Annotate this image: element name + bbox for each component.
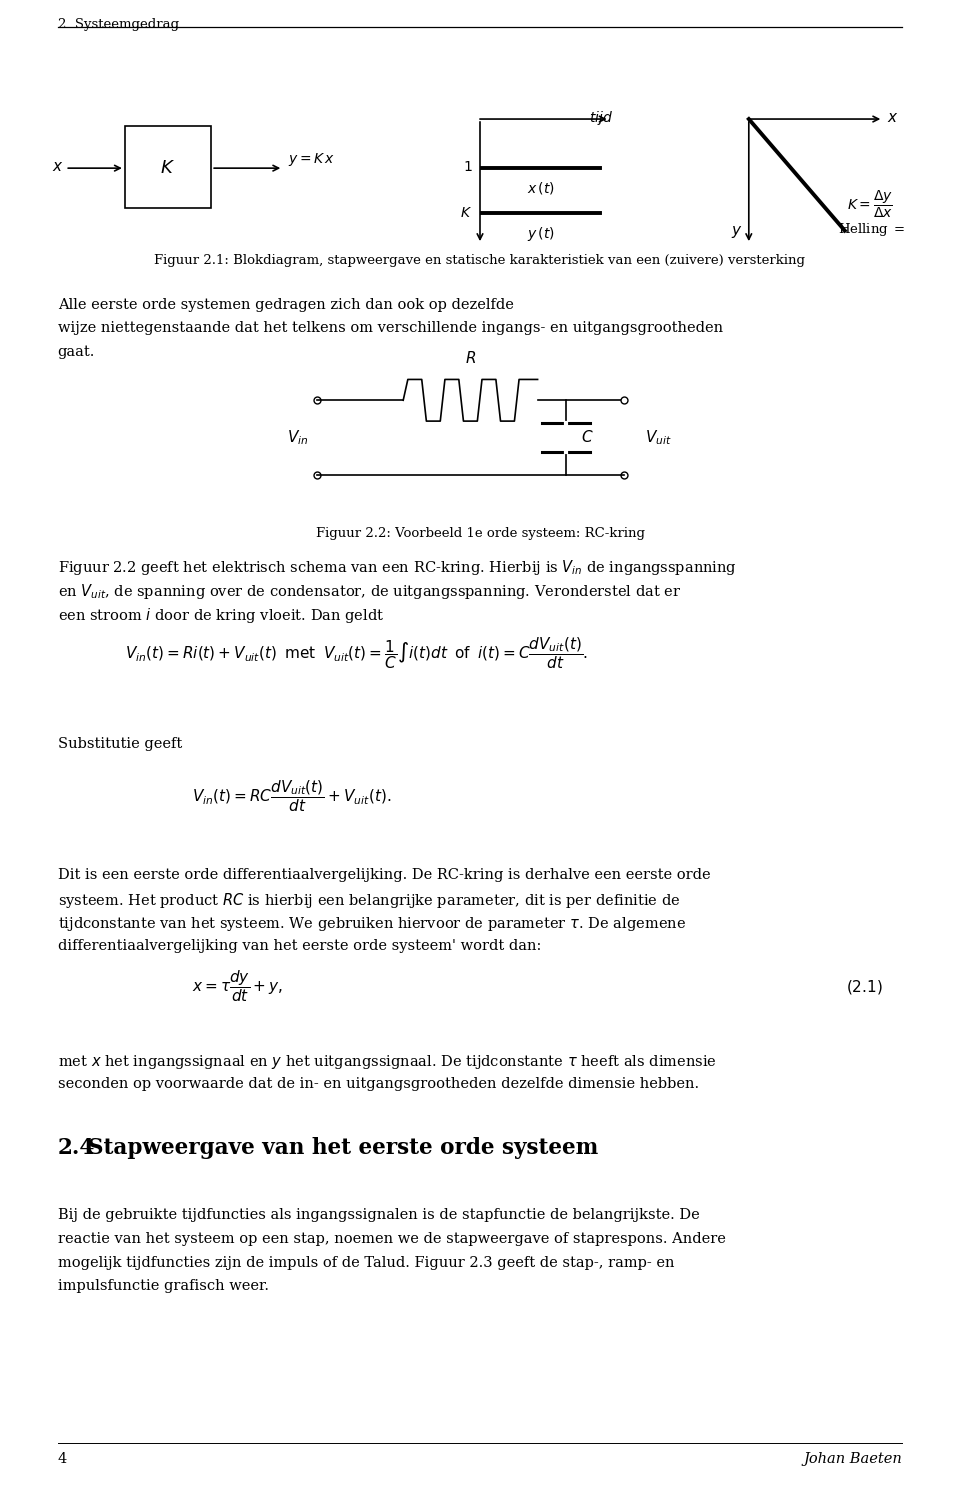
Text: $tijd$: $tijd$ [588,109,613,126]
Text: $y\,(t)$: $y\,(t)$ [526,225,555,243]
Text: tijdconstante van het systeem. We gebruiken hiervoor de parameter $\tau$. De alg: tijdconstante van het systeem. We gebrui… [58,915,685,933]
Text: Figuur 2.2: Voorbeeld 1e orde systeem: RC-kring: Figuur 2.2: Voorbeeld 1e orde systeem: R… [316,527,644,540]
Text: $C$: $C$ [581,430,593,445]
Text: Alle eerste orde systemen gedragen zich dan ook op dezelfde: Alle eerste orde systemen gedragen zich … [58,298,514,311]
Text: $V_{in}(t) = Ri(t) + V_{uit}(t)$$\;\;\text{met}\;\; V_{uit}(t) = \dfrac{1}{C}\in: $V_{in}(t) = Ri(t) + V_{uit}(t)$$\;\;\te… [125,635,588,671]
Text: systeem. Het product $RC$ is hierbij een belangrijke parameter, dit is per defin: systeem. Het product $RC$ is hierbij een… [58,891,680,911]
Text: Substitutie geeft: Substitutie geeft [58,737,181,750]
Text: $y$: $y$ [731,223,742,240]
Text: 2  Systeemgedrag: 2 Systeemgedrag [58,18,179,31]
Text: Bij de gebruikte tijdfuncties als ingangssignalen is de stapfunctie de belangrij: Bij de gebruikte tijdfuncties als ingang… [58,1208,699,1222]
Bar [125,126,211,208]
Text: en $V_{uit}$, de spanning over de condensator, de uitgangsspanning. Veronderstel: en $V_{uit}$, de spanning over de conden… [58,582,681,601]
Text: $V_{in}$: $V_{in}$ [287,429,308,446]
Text: impulsfunctie grafisch weer.: impulsfunctie grafisch weer. [58,1280,269,1293]
Text: Stapweergave van het eerste orde systeem: Stapweergave van het eerste orde systeem [58,1137,598,1159]
Text: $x$: $x$ [887,110,899,125]
Text: $(2.1)$: $(2.1)$ [847,978,883,995]
Text: Figuur 2.1: Blokdiagram, stapweergave en statische karakteristiek van een (zuive: Figuur 2.1: Blokdiagram, stapweergave en… [155,254,805,268]
Text: $x = \tau\dfrac{dy}{dt} + y,$: $x = \tau\dfrac{dy}{dt} + y,$ [192,969,283,1004]
Text: seconden op voorwaarde dat de in- en uitgangsgrootheden dezelfde dimensie hebben: seconden op voorwaarde dat de in- en uit… [58,1077,699,1091]
Text: met $x$ het ingangssignaal en $y$ het uitgangssignaal. De tijdconstante $\tau$ h: met $x$ het ingangssignaal en $y$ het ui… [58,1054,716,1071]
Text: $V_{in}(t) = RC\dfrac{dV_{uit}(t)}{dt} + V_{uit}(t).$: $V_{in}(t) = RC\dfrac{dV_{uit}(t)}{dt} +… [192,778,392,814]
Text: $K$: $K$ [460,205,472,220]
Text: Dit is een eerste orde differentiaalvergelijking. De RC-kring is derhalve een ee: Dit is een eerste orde differentiaalverg… [58,868,710,881]
Text: Figuur 2.2 geeft het elektrisch schema van een RC-kring. Hierbij is $V_{in}$ de : Figuur 2.2 geeft het elektrisch schema v… [58,558,736,577]
Text: Helling $=$: Helling $=$ [838,222,905,238]
Text: Johan Baeten: Johan Baeten [804,1452,902,1466]
Text: 2.4: 2.4 [58,1137,95,1159]
Text: $y = K\,x$: $y = K\,x$ [288,150,335,168]
Text: differentiaalvergelijking van het eerste orde systeem' wordt dan:: differentiaalvergelijking van het eerste… [58,939,541,952]
Text: $K$: $K$ [160,159,176,177]
Text: $K = \dfrac{\Delta y}{\Delta x}$: $K = \dfrac{\Delta y}{\Delta x}$ [847,187,893,220]
Text: mogelijk tijdfuncties zijn de impuls of de Talud. Figuur 2.3 geeft de stap-, ram: mogelijk tijdfuncties zijn de impuls of … [58,1256,674,1269]
Text: $1$: $1$ [463,159,472,174]
Text: 4: 4 [58,1452,67,1466]
Text: reactie van het systeem op een stap, noemen we de stapweergave of staprespons. A: reactie van het systeem op een stap, noe… [58,1232,726,1245]
Text: $V_{uit}$: $V_{uit}$ [645,429,672,446]
Text: wijze niettegenstaande dat het telkens om verschillende ingangs- en uitgangsgroo: wijze niettegenstaande dat het telkens o… [58,321,723,335]
Text: $R$: $R$ [465,350,476,366]
Text: een stroom $i$ door de kring vloeit. Dan geldt: een stroom $i$ door de kring vloeit. Dan… [58,606,384,625]
Text: gaat.: gaat. [58,345,95,359]
Text: $x$: $x$ [52,159,63,174]
Text: $x\,(t)$: $x\,(t)$ [526,180,555,196]
